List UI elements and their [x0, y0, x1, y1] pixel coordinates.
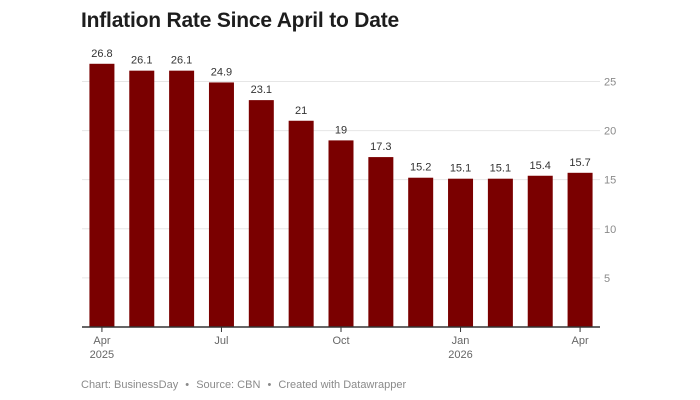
bar — [567, 172, 593, 327]
chart-footer: Chart: BusinessDay • Source: CBN • Creat… — [81, 379, 406, 391]
value-labels: 26.8 26.1 26.1 24.9 23.1 21 19 17.3 15.2 15.1 15.1… — [91, 48, 591, 175]
bar — [89, 63, 115, 328]
data-label: 23.1 — [251, 84, 272, 96]
data-label: 21 — [295, 105, 307, 117]
bar — [368, 157, 394, 327]
x-tick-label: 2025 — [90, 349, 114, 361]
y-tick-label: 25 — [604, 76, 616, 88]
x-tick-label: Jan — [452, 335, 470, 347]
x-tick-label: Apr — [572, 335, 589, 347]
bar — [288, 120, 314, 327]
footer-separator: • — [267, 379, 272, 391]
y-tick-label: 5 — [604, 273, 610, 285]
y-tick-label: 20 — [604, 126, 616, 138]
bar — [328, 140, 354, 327]
x-tick-label: 2026 — [448, 349, 472, 361]
bar — [487, 178, 513, 327]
bar — [527, 175, 553, 327]
data-label: 15.1 — [490, 163, 511, 175]
data-label: 15.2 — [410, 162, 431, 174]
bar — [169, 70, 195, 328]
bar — [248, 100, 274, 327]
y-tick-label: 10 — [604, 224, 616, 236]
data-label: 26.1 — [131, 55, 152, 67]
data-label: 15.1 — [450, 163, 471, 175]
bar — [129, 70, 155, 328]
bar — [208, 82, 234, 327]
bar-chart: 26.8 26.1 26.1 24.9 23.1 21 19 17.3 15.2 15.1 15.1… — [82, 48, 616, 361]
y-axis: 5 10 15 20 25 — [604, 76, 616, 284]
bars — [89, 63, 593, 328]
data-label: 26.8 — [91, 48, 112, 60]
x-tick-label: Apr — [93, 335, 110, 347]
bar — [448, 178, 474, 327]
data-label: 15.4 — [530, 160, 551, 172]
x-axis: Apr 2025 Jul Oct Jan 2026 Apr — [82, 326, 600, 361]
bar — [408, 177, 434, 327]
chart-title: Inflation Rate Since April to Date — [81, 9, 399, 32]
footer-source: Source: CBN — [196, 379, 261, 391]
x-tick-label: Oct — [332, 335, 349, 347]
y-tick-label: 15 — [604, 175, 616, 187]
footer-created-with: Created with Datawrapper — [278, 379, 407, 391]
x-tick-label: Jul — [214, 335, 228, 347]
footer-separator: • — [185, 379, 190, 391]
data-label: 24.9 — [211, 66, 232, 78]
data-label: 19 — [335, 124, 347, 136]
footer-credit: Chart: BusinessDay — [81, 379, 179, 391]
data-label: 17.3 — [370, 141, 391, 153]
data-label: 15.7 — [569, 157, 590, 169]
data-label: 26.1 — [171, 55, 192, 67]
